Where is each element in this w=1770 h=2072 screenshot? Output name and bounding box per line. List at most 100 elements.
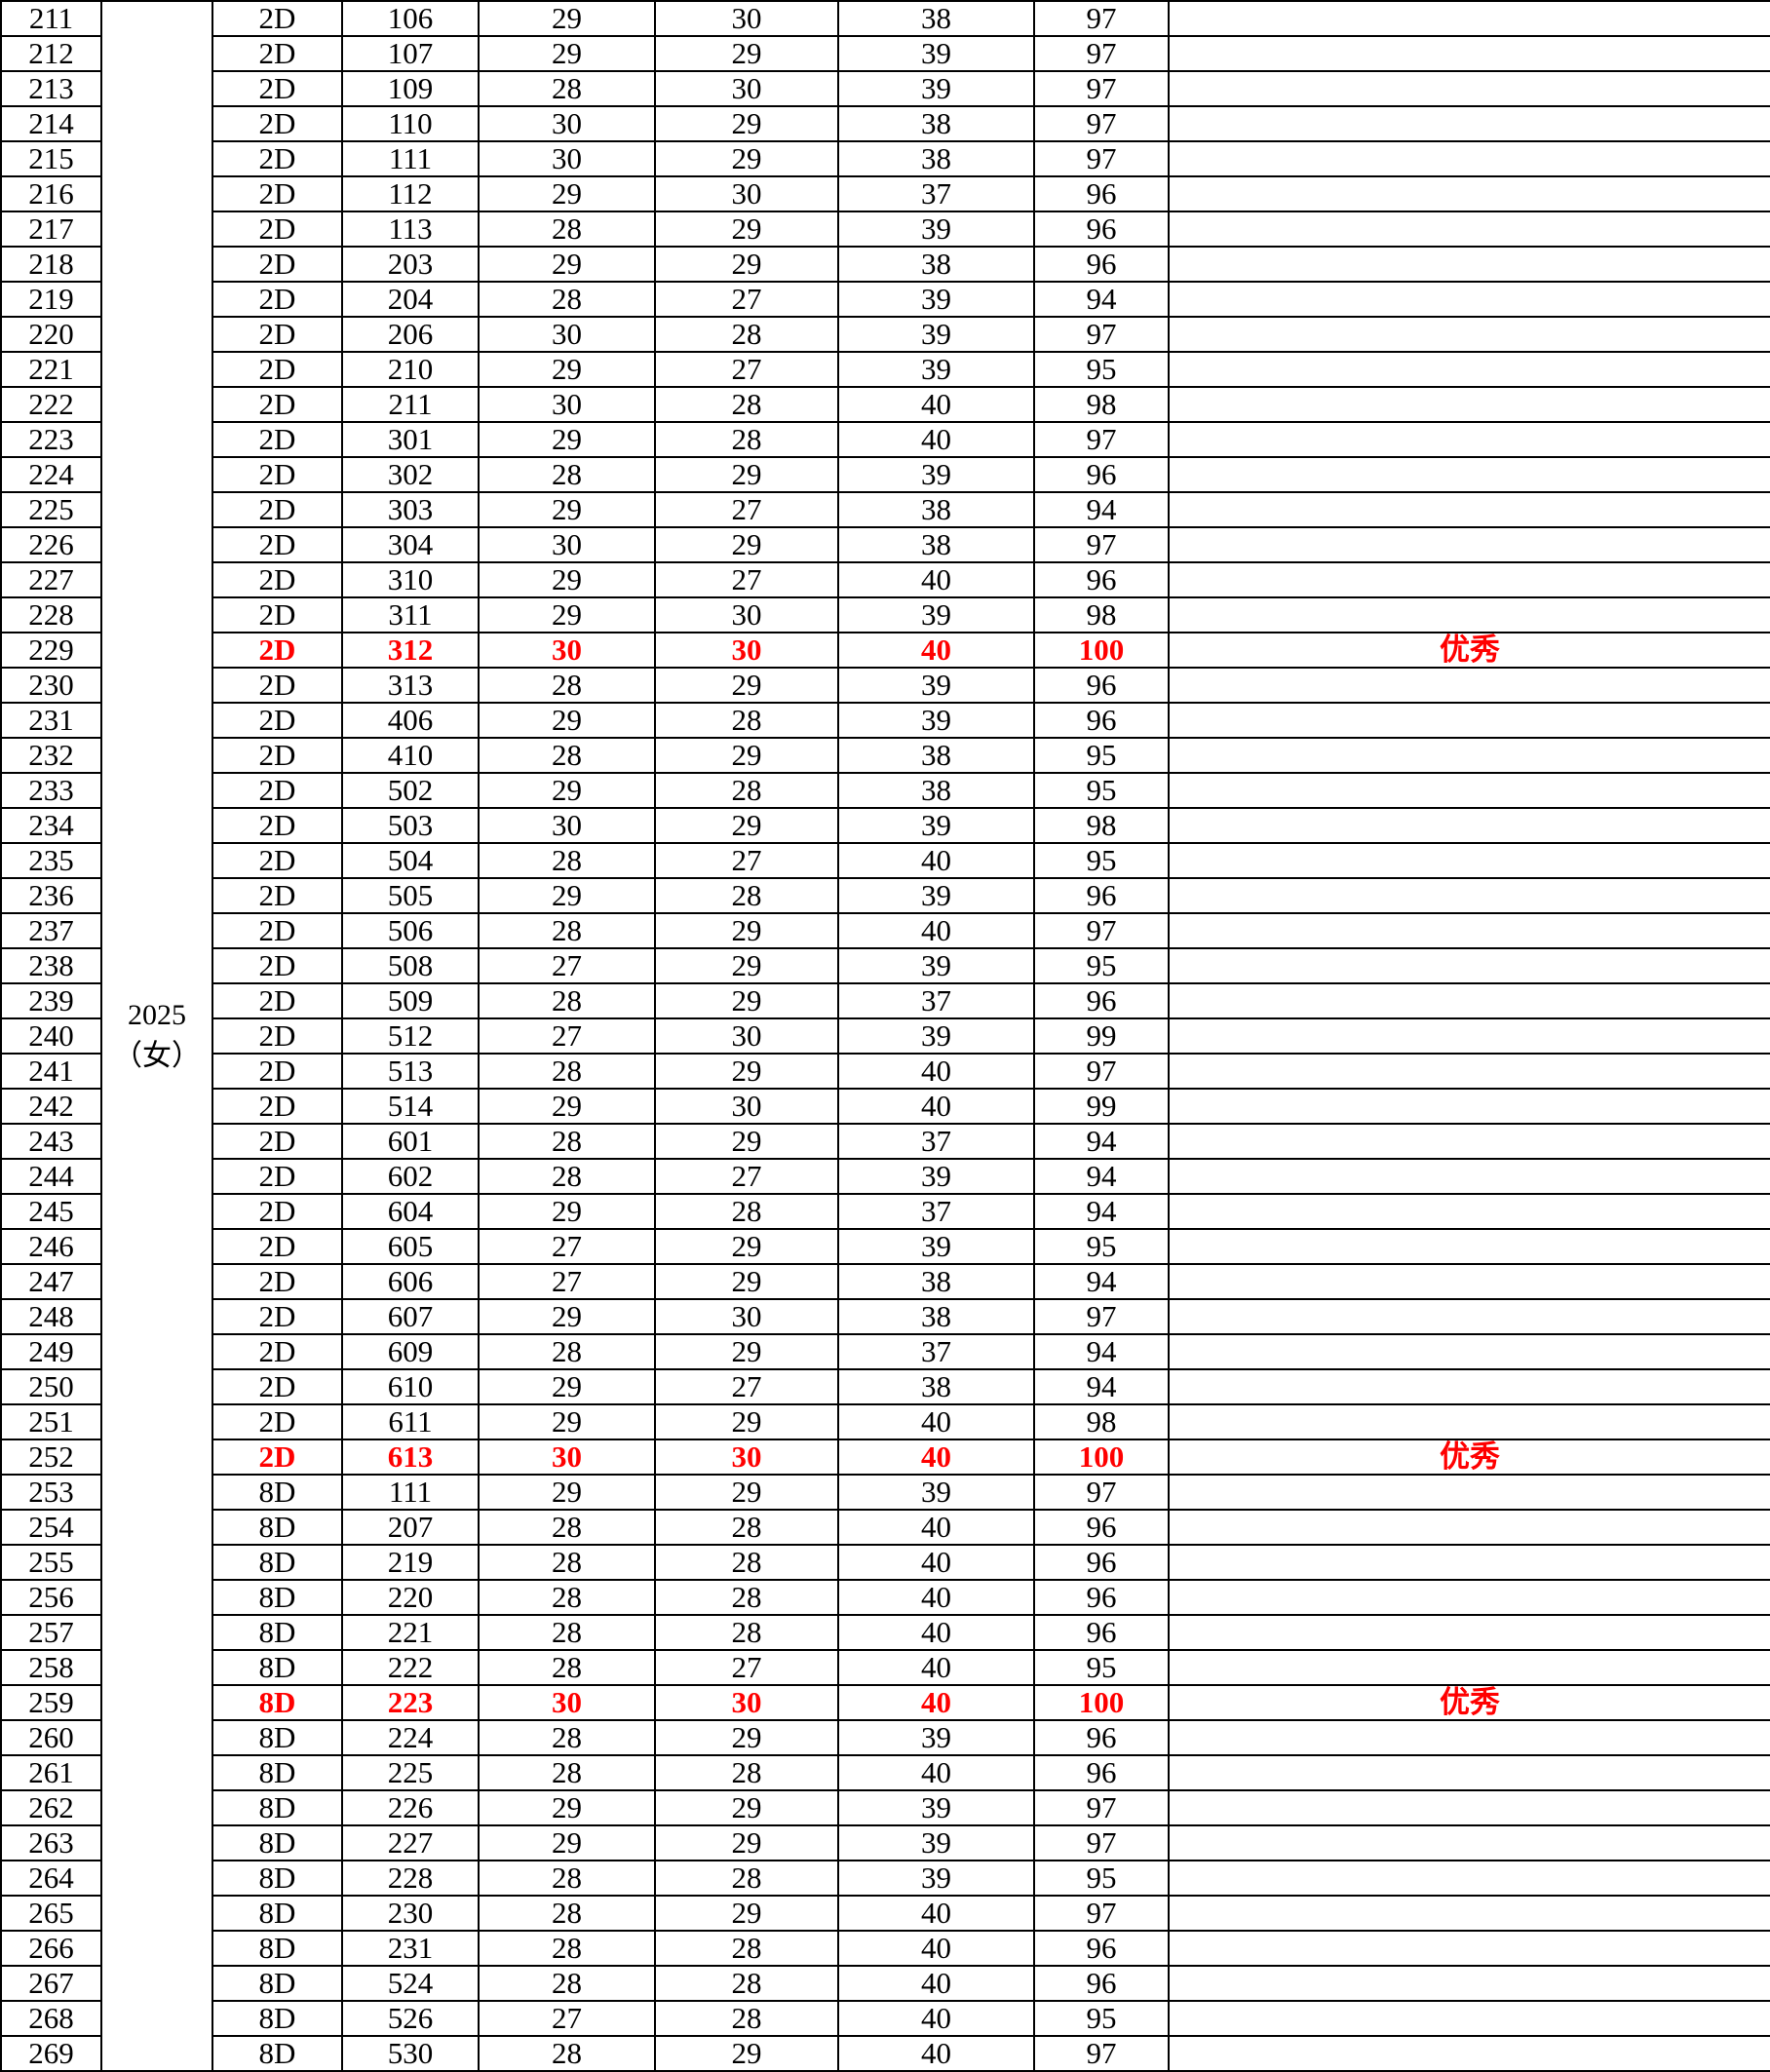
score2-cell: 29	[654, 526, 839, 563]
total-cell: 98	[1033, 386, 1170, 423]
number-cell: 207	[341, 1509, 480, 1546]
remark-cell	[1168, 912, 1770, 949]
remark-cell	[1168, 35, 1770, 72]
score3-cell: 40	[837, 842, 1035, 879]
table-row: 226 2D 304 30 29 38 97	[0, 526, 1770, 563]
score2-cell: 27	[654, 561, 839, 598]
total-cell: 94	[1033, 1263, 1170, 1300]
row-index-cell: 258	[0, 1649, 102, 1686]
score3-cell: 39	[837, 807, 1035, 844]
row-index-cell: 268	[0, 2000, 102, 2037]
class-cell: 2D	[212, 1333, 343, 1370]
remark-cell	[1168, 281, 1770, 318]
number-cell: 514	[341, 1088, 480, 1125]
number-cell: 606	[341, 1263, 480, 1300]
class-cell: 8D	[212, 1649, 343, 1686]
number-cell: 508	[341, 947, 480, 984]
total-cell: 95	[1033, 947, 1170, 984]
score2-cell: 29	[654, 105, 839, 142]
class-cell: 2D	[212, 421, 343, 458]
row-index-cell: 215	[0, 140, 102, 177]
total-cell: 95	[1033, 351, 1170, 388]
number-cell: 109	[341, 70, 480, 107]
score3-cell: 40	[837, 2000, 1035, 2037]
table-row: 268 8D 526 27 28 40 95	[0, 2000, 1770, 2037]
row-index-cell: 252	[0, 1439, 102, 1476]
class-cell: 2D	[212, 807, 343, 844]
total-cell: 96	[1033, 1754, 1170, 1791]
year-label: 2025	[128, 999, 186, 1031]
row-index-cell: 228	[0, 596, 102, 633]
row-index-cell: 269	[0, 2035, 102, 2072]
table-row: 215 2D 111 30 29 38 97	[0, 140, 1770, 177]
table-row: 225 2D 303 29 27 38 94	[0, 491, 1770, 528]
number-cell: 303	[341, 491, 480, 528]
score2-cell: 29	[654, 1895, 839, 1932]
class-cell: 2D	[212, 386, 343, 423]
score2-cell: 29	[654, 912, 839, 949]
table-row: 248 2D 607 29 30 38 97	[0, 1298, 1770, 1335]
total-cell: 97	[1033, 1895, 1170, 1932]
class-cell: 2D	[212, 456, 343, 493]
row-index-cell: 219	[0, 281, 102, 318]
remark-cell: 优秀	[1168, 1684, 1770, 1721]
score3-cell: 40	[837, 421, 1035, 458]
row-index-cell: 230	[0, 667, 102, 704]
number-cell: 210	[341, 351, 480, 388]
number-cell: 230	[341, 1895, 480, 1932]
remark-cell	[1168, 1544, 1770, 1581]
remark-cell	[1168, 246, 1770, 283]
total-cell: 96	[1033, 1509, 1170, 1546]
class-cell: 2D	[212, 140, 343, 177]
row-index-cell: 213	[0, 70, 102, 107]
score1-cell: 28	[478, 456, 656, 493]
row-index-cell: 239	[0, 982, 102, 1019]
number-cell: 225	[341, 1754, 480, 1791]
score3-cell: 39	[837, 947, 1035, 984]
total-cell: 97	[1033, 105, 1170, 142]
row-index-cell: 238	[0, 947, 102, 984]
remark-cell	[1168, 421, 1770, 458]
class-cell: 8D	[212, 1719, 343, 1756]
total-cell: 94	[1033, 1158, 1170, 1195]
number-cell: 512	[341, 1017, 480, 1055]
table-row: 239 2D 509 28 29 37 96	[0, 982, 1770, 1019]
remark-cell	[1168, 1930, 1770, 1967]
score2-cell: 28	[654, 1930, 839, 1967]
class-cell: 2D	[212, 1017, 343, 1055]
score3-cell: 40	[837, 386, 1035, 423]
row-index-cell: 263	[0, 1824, 102, 1861]
total-cell: 96	[1033, 1579, 1170, 1616]
total-cell: 96	[1033, 702, 1170, 739]
score1-cell: 29	[478, 877, 656, 914]
remark-cell	[1168, 596, 1770, 633]
score1-cell: 28	[478, 1333, 656, 1370]
row-index-cell: 237	[0, 912, 102, 949]
remark-cell	[1168, 1509, 1770, 1546]
class-cell: 2D	[212, 1439, 343, 1476]
class-cell: 8D	[212, 1684, 343, 1721]
score2-cell: 30	[654, 70, 839, 107]
score3-cell: 39	[837, 877, 1035, 914]
score1-cell: 30	[478, 1684, 656, 1721]
class-cell: 2D	[212, 211, 343, 248]
score1-cell: 30	[478, 105, 656, 142]
score1-cell: 28	[478, 1053, 656, 1090]
score1-cell: 29	[478, 1474, 656, 1511]
score2-cell: 29	[654, 2035, 839, 2072]
table-row: 237 2D 506 28 29 40 97	[0, 912, 1770, 949]
class-cell: 2D	[212, 281, 343, 318]
number-cell: 111	[341, 1474, 480, 1511]
remark-cell	[1168, 1017, 1770, 1055]
score3-cell: 39	[837, 1228, 1035, 1265]
total-cell: 96	[1033, 456, 1170, 493]
row-index-cell: 223	[0, 421, 102, 458]
score3-cell: 40	[837, 912, 1035, 949]
remark-cell: 优秀	[1168, 632, 1770, 669]
remark-cell	[1168, 1649, 1770, 1686]
score3-cell: 39	[837, 211, 1035, 248]
remark-cell	[1168, 1474, 1770, 1511]
score2-cell: 27	[654, 1368, 839, 1405]
class-cell: 2D	[212, 1053, 343, 1090]
class-cell: 2D	[212, 737, 343, 774]
